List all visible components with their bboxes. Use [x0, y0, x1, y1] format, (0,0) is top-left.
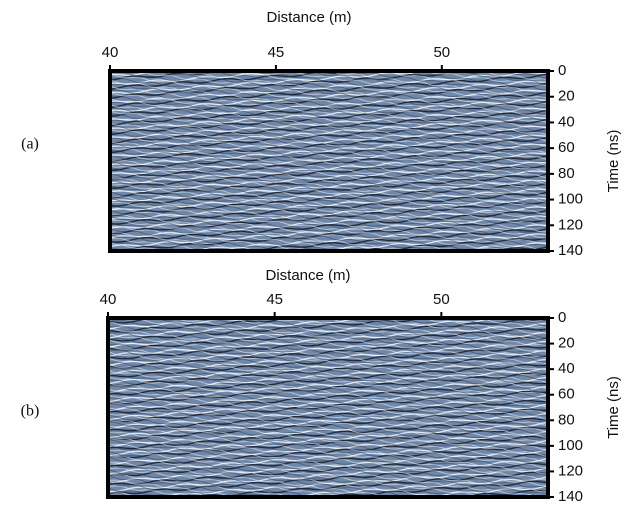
y-tick-label: 80 — [558, 165, 575, 182]
y-tick-label: 0 — [558, 309, 566, 326]
y-tick-label: 20 — [558, 335, 575, 352]
x-tick-label: 50 — [433, 44, 450, 61]
y-tick-label: 20 — [558, 88, 575, 105]
y-tick-label: 140 — [558, 242, 583, 259]
x-tick-label: 45 — [268, 44, 285, 61]
y-tick-label: 100 — [558, 191, 583, 208]
radargram-texture — [110, 71, 548, 251]
y-tick-label: 100 — [558, 437, 583, 454]
x-tick-label: 40 — [102, 44, 119, 61]
y-tick-label: 0 — [558, 62, 566, 79]
plot-frame — [106, 316, 550, 499]
panel-label: (a) — [21, 136, 39, 153]
y-tick-label: 120 — [558, 462, 583, 479]
x-tick-label: 50 — [433, 291, 450, 308]
y-tick-label: 40 — [558, 360, 575, 377]
y-axis-label: Time (ns) — [605, 376, 622, 439]
x-axis-label: Distance (m) — [266, 9, 351, 26]
y-tick-label: 40 — [558, 113, 575, 130]
y-tick-label: 120 — [558, 216, 583, 233]
y-axis-label: Time (ns) — [605, 130, 622, 193]
y-tick-label: 80 — [558, 411, 575, 428]
x-tick-label: 45 — [266, 291, 283, 308]
y-tick-label: 140 — [558, 488, 583, 505]
x-tick-label: 40 — [100, 291, 117, 308]
panel-label: (b) — [21, 403, 40, 420]
plot-frame — [108, 69, 550, 253]
y-tick-label: 60 — [558, 139, 575, 156]
y-tick-label: 60 — [558, 386, 575, 403]
x-axis-label: Distance (m) — [265, 267, 350, 284]
radargram-texture — [108, 318, 548, 497]
